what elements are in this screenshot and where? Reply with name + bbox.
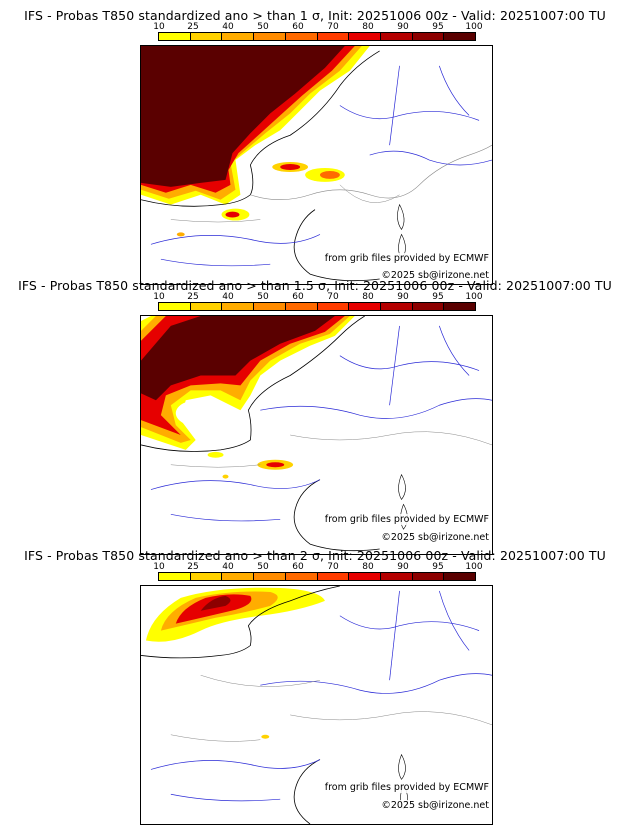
legend-swatch	[349, 303, 381, 310]
legend-swatch	[285, 303, 318, 310]
map-graphic	[141, 586, 492, 824]
legend-swatch	[254, 573, 286, 580]
map-panel-2: IFS - Probas T850 standardized ano > tha…	[0, 278, 630, 555]
grib-credit: from grib files provided by ECMWF	[323, 253, 490, 264]
legend-label: 80	[362, 562, 374, 572]
legend-label: 50	[257, 292, 269, 302]
legend-swatch	[444, 573, 476, 580]
legend-label: 80	[362, 292, 374, 302]
legend-label: 100	[465, 22, 483, 32]
legend-swatch	[190, 573, 223, 580]
copyright-credit: ©2025 sb@irizone.net	[380, 270, 490, 281]
legend-label: 40	[222, 562, 234, 572]
legend-swatch	[349, 573, 381, 580]
legend-swatch	[412, 573, 445, 580]
legend-label: 90	[397, 562, 409, 572]
legend-swatch	[159, 303, 191, 310]
legend-swatch	[444, 33, 476, 40]
legend-swatch	[222, 573, 255, 580]
legend-swatch	[380, 573, 413, 580]
legend-swatch	[317, 33, 350, 40]
legend-label: 100	[465, 292, 483, 302]
legend-swatch	[380, 303, 413, 310]
legend-label: 90	[397, 292, 409, 302]
legend-label: 95	[432, 562, 444, 572]
legend-label: 80	[362, 22, 374, 32]
legend-swatch	[412, 33, 445, 40]
grib-credit: from grib files provided by ECMWF	[323, 514, 490, 525]
legend-colorbar	[158, 32, 476, 41]
legend-label: 50	[257, 562, 269, 572]
legend-label: 10	[153, 292, 165, 302]
copyright-credit: ©2025 sb@irizone.net	[380, 532, 490, 543]
legend-swatch	[190, 33, 223, 40]
legend-label: 50	[257, 22, 269, 32]
legend-swatch	[444, 303, 476, 310]
legend-swatch	[285, 33, 318, 40]
legend-swatch	[190, 303, 223, 310]
legend-label: 70	[327, 22, 339, 32]
grib-credit: from grib files provided by ECMWF	[323, 782, 490, 793]
legend-label: 10	[153, 562, 165, 572]
legend-label: 90	[397, 22, 409, 32]
legend-label: 70	[327, 292, 339, 302]
panel-title: IFS - Probas T850 standardized ano > tha…	[18, 278, 612, 293]
legend-label: 40	[222, 292, 234, 302]
legend-label: 70	[327, 562, 339, 572]
legend-label: 60	[292, 562, 304, 572]
legend-label: 100	[465, 562, 483, 572]
legend-colorbar	[158, 302, 476, 311]
legend-label: 25	[187, 292, 199, 302]
map-graphic	[141, 46, 492, 282]
legend-labels: 10 25 40 50 60 70 80 90 95 100	[150, 292, 490, 304]
panel-title: IFS - Probas T850 standardized ano > tha…	[24, 8, 606, 23]
map-graphic	[141, 316, 492, 552]
legend-swatch	[254, 303, 286, 310]
legend-label: 40	[222, 22, 234, 32]
legend-colorbar	[158, 572, 476, 581]
legend-labels: 10 25 40 50 60 70 80 90 95 100	[150, 562, 490, 574]
map-panel-3: IFS - Probas T850 standardized ano > tha…	[0, 548, 630, 825]
legend-swatch	[222, 33, 255, 40]
legend-label: 10	[153, 22, 165, 32]
legend-swatch	[412, 303, 445, 310]
legend-swatch	[349, 33, 381, 40]
legend-label: 95	[432, 22, 444, 32]
legend-label: 60	[292, 22, 304, 32]
probability-map	[140, 45, 493, 285]
panel-title: IFS - Probas T850 standardized ano > tha…	[24, 548, 606, 563]
copyright-credit: ©2025 sb@irizone.net	[380, 800, 490, 811]
legend-label: 60	[292, 292, 304, 302]
legend-swatch	[254, 33, 286, 40]
legend-label: 25	[187, 562, 199, 572]
legend-label: 25	[187, 22, 199, 32]
legend-swatch	[317, 303, 350, 310]
legend-swatch	[159, 573, 191, 580]
legend-swatch	[222, 303, 255, 310]
legend-labels: 10 25 40 50 60 70 80 90 95 100	[150, 22, 490, 34]
legend-swatch	[380, 33, 413, 40]
legend-swatch	[317, 573, 350, 580]
legend-swatch	[159, 33, 191, 40]
legend-label: 95	[432, 292, 444, 302]
probability-map	[140, 315, 493, 555]
map-panel-1: IFS - Probas T850 standardized ano > tha…	[0, 8, 630, 285]
legend-swatch	[285, 573, 318, 580]
